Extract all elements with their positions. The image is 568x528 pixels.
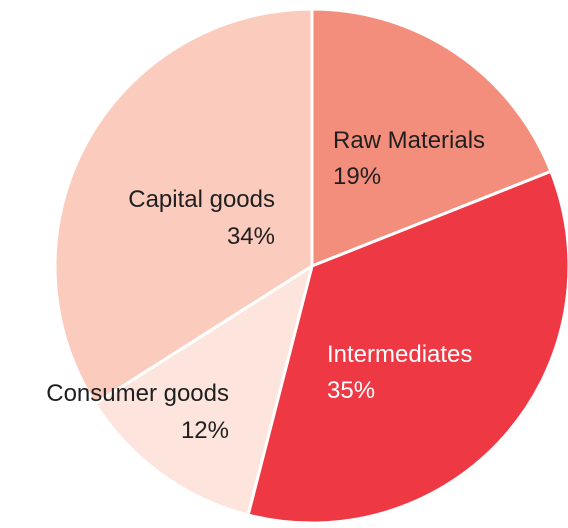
pie-slice-raw-materials <box>310 7 553 268</box>
slice-label-consumer-goods: Consumer goods <box>46 380 229 407</box>
pie-slices <box>53 7 568 525</box>
slice-value-capital-goods: 34% <box>227 223 275 250</box>
pie-slice-capital-goods <box>53 7 314 406</box>
slice-value-intermediates: 35% <box>327 377 375 404</box>
slice-value-consumer-goods: 12% <box>181 417 229 444</box>
slice-value-raw-materials: 19% <box>333 163 381 190</box>
pie-labels: Raw Materials 19% Intermediates 35% Cons… <box>46 127 485 444</box>
slice-label-raw-materials: Raw Materials <box>333 127 485 154</box>
pie-slice-intermediates <box>246 169 568 525</box>
pie-slice-consumer-goods <box>93 264 314 517</box>
slice-label-intermediates: Intermediates <box>327 341 472 368</box>
slice-label-capital-goods: Capital goods <box>128 186 275 213</box>
